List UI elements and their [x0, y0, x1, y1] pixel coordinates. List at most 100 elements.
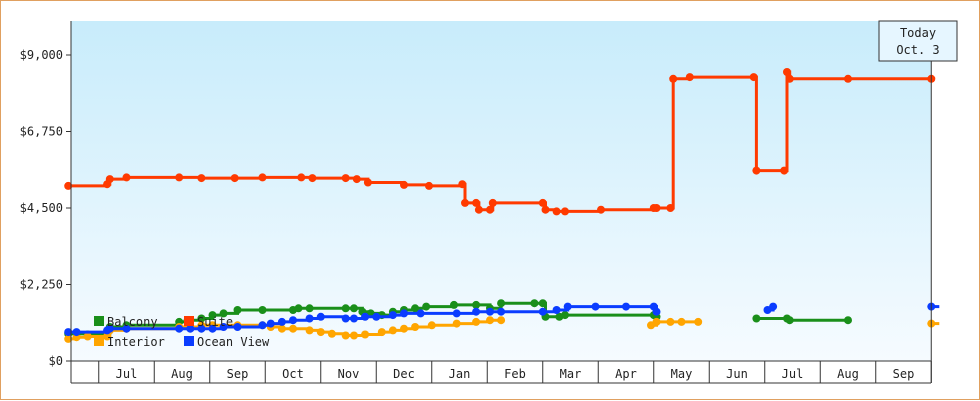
data-point [652, 204, 661, 212]
data-point [541, 205, 550, 214]
data-point [486, 205, 494, 214]
x-tick-label: Dec [393, 367, 415, 381]
data-point [538, 307, 547, 316]
data-point [694, 317, 703, 326]
x-tick-label: Oct [282, 367, 304, 381]
data-point [175, 173, 184, 182]
data-point [561, 207, 569, 216]
today-label: Today [900, 26, 936, 40]
data-point [622, 302, 630, 311]
data-point [486, 316, 494, 325]
data-point [411, 323, 420, 331]
data-point [72, 328, 81, 337]
series-line [756, 317, 848, 322]
data-point [219, 323, 228, 331]
data-point [289, 316, 297, 325]
data-point [230, 174, 239, 183]
x-tick-label: Mar [560, 367, 582, 381]
data-point [186, 324, 195, 333]
data-point [474, 205, 483, 214]
data-point [752, 166, 761, 175]
data-point [666, 317, 675, 326]
data-point [458, 180, 467, 189]
data-point [305, 326, 314, 335]
y-tick-label: $2,250 [20, 278, 63, 292]
legend-swatch [184, 316, 194, 326]
data-point [769, 302, 778, 311]
data-point [258, 173, 267, 182]
data-point [122, 324, 131, 333]
data-point [277, 324, 286, 333]
data-point [400, 309, 408, 318]
data-point [350, 314, 358, 323]
data-point [233, 323, 242, 331]
x-tick-label: Sep [227, 367, 249, 381]
x-tick-label: May [671, 367, 693, 381]
data-point [685, 73, 694, 82]
data-point [552, 207, 561, 216]
data-point [844, 316, 852, 325]
data-point [530, 299, 539, 308]
data-point [294, 304, 303, 313]
series-layer [64, 68, 946, 343]
data-point [208, 324, 217, 333]
data-point [297, 173, 306, 182]
x-tick-label: Jul [116, 367, 138, 381]
y-tick-label: $4,500 [20, 201, 63, 215]
x-tick-label: Nov [338, 367, 360, 381]
data-point [472, 300, 481, 309]
data-point [327, 329, 336, 338]
data-point [308, 174, 317, 183]
legend-label: Balcony [107, 315, 158, 329]
data-point [452, 319, 461, 328]
data-point [341, 331, 350, 340]
data-point [652, 317, 661, 326]
data-point [472, 198, 481, 207]
data-point [316, 312, 325, 321]
data-point [400, 180, 408, 189]
data-point [341, 314, 350, 323]
data-point [844, 74, 852, 83]
data-point [64, 328, 73, 337]
data-point [258, 321, 267, 330]
data-point [561, 311, 569, 320]
legend-swatch [94, 336, 104, 346]
data-point [752, 314, 761, 323]
data-point [472, 317, 481, 326]
data-point [497, 316, 506, 325]
data-point [669, 74, 678, 83]
x-tick-label: Feb [504, 367, 526, 381]
data-point [289, 324, 297, 333]
data-point [352, 175, 361, 184]
today-date: Oct. 3 [896, 43, 939, 57]
y-tick-label: $0 [49, 354, 63, 368]
data-point [197, 174, 206, 183]
data-point [341, 304, 350, 313]
x-tick-label: Aug [171, 367, 193, 381]
data-point [597, 205, 605, 214]
x-tick-label: Aug [837, 367, 859, 381]
data-point [305, 314, 314, 323]
series-line [68, 305, 658, 334]
data-point [452, 309, 461, 318]
data-point [208, 311, 217, 320]
data-point [266, 319, 275, 328]
legend-label: Interior [107, 335, 165, 349]
data-point [197, 314, 206, 323]
data-point [361, 330, 370, 339]
series-ocean-view [64, 302, 946, 337]
x-tick-label: Apr [615, 367, 637, 381]
data-point [416, 309, 425, 318]
legend-swatch [184, 336, 194, 346]
y-tick-label: $6,750 [20, 125, 63, 139]
data-point [677, 317, 686, 326]
data-point [488, 198, 497, 207]
legend-label: Ocean View [197, 335, 270, 349]
data-point [427, 321, 436, 330]
data-point [785, 316, 794, 325]
data-point [197, 324, 206, 333]
data-point [233, 306, 242, 314]
data-point [372, 312, 381, 321]
legend-label: Suite [197, 315, 233, 329]
